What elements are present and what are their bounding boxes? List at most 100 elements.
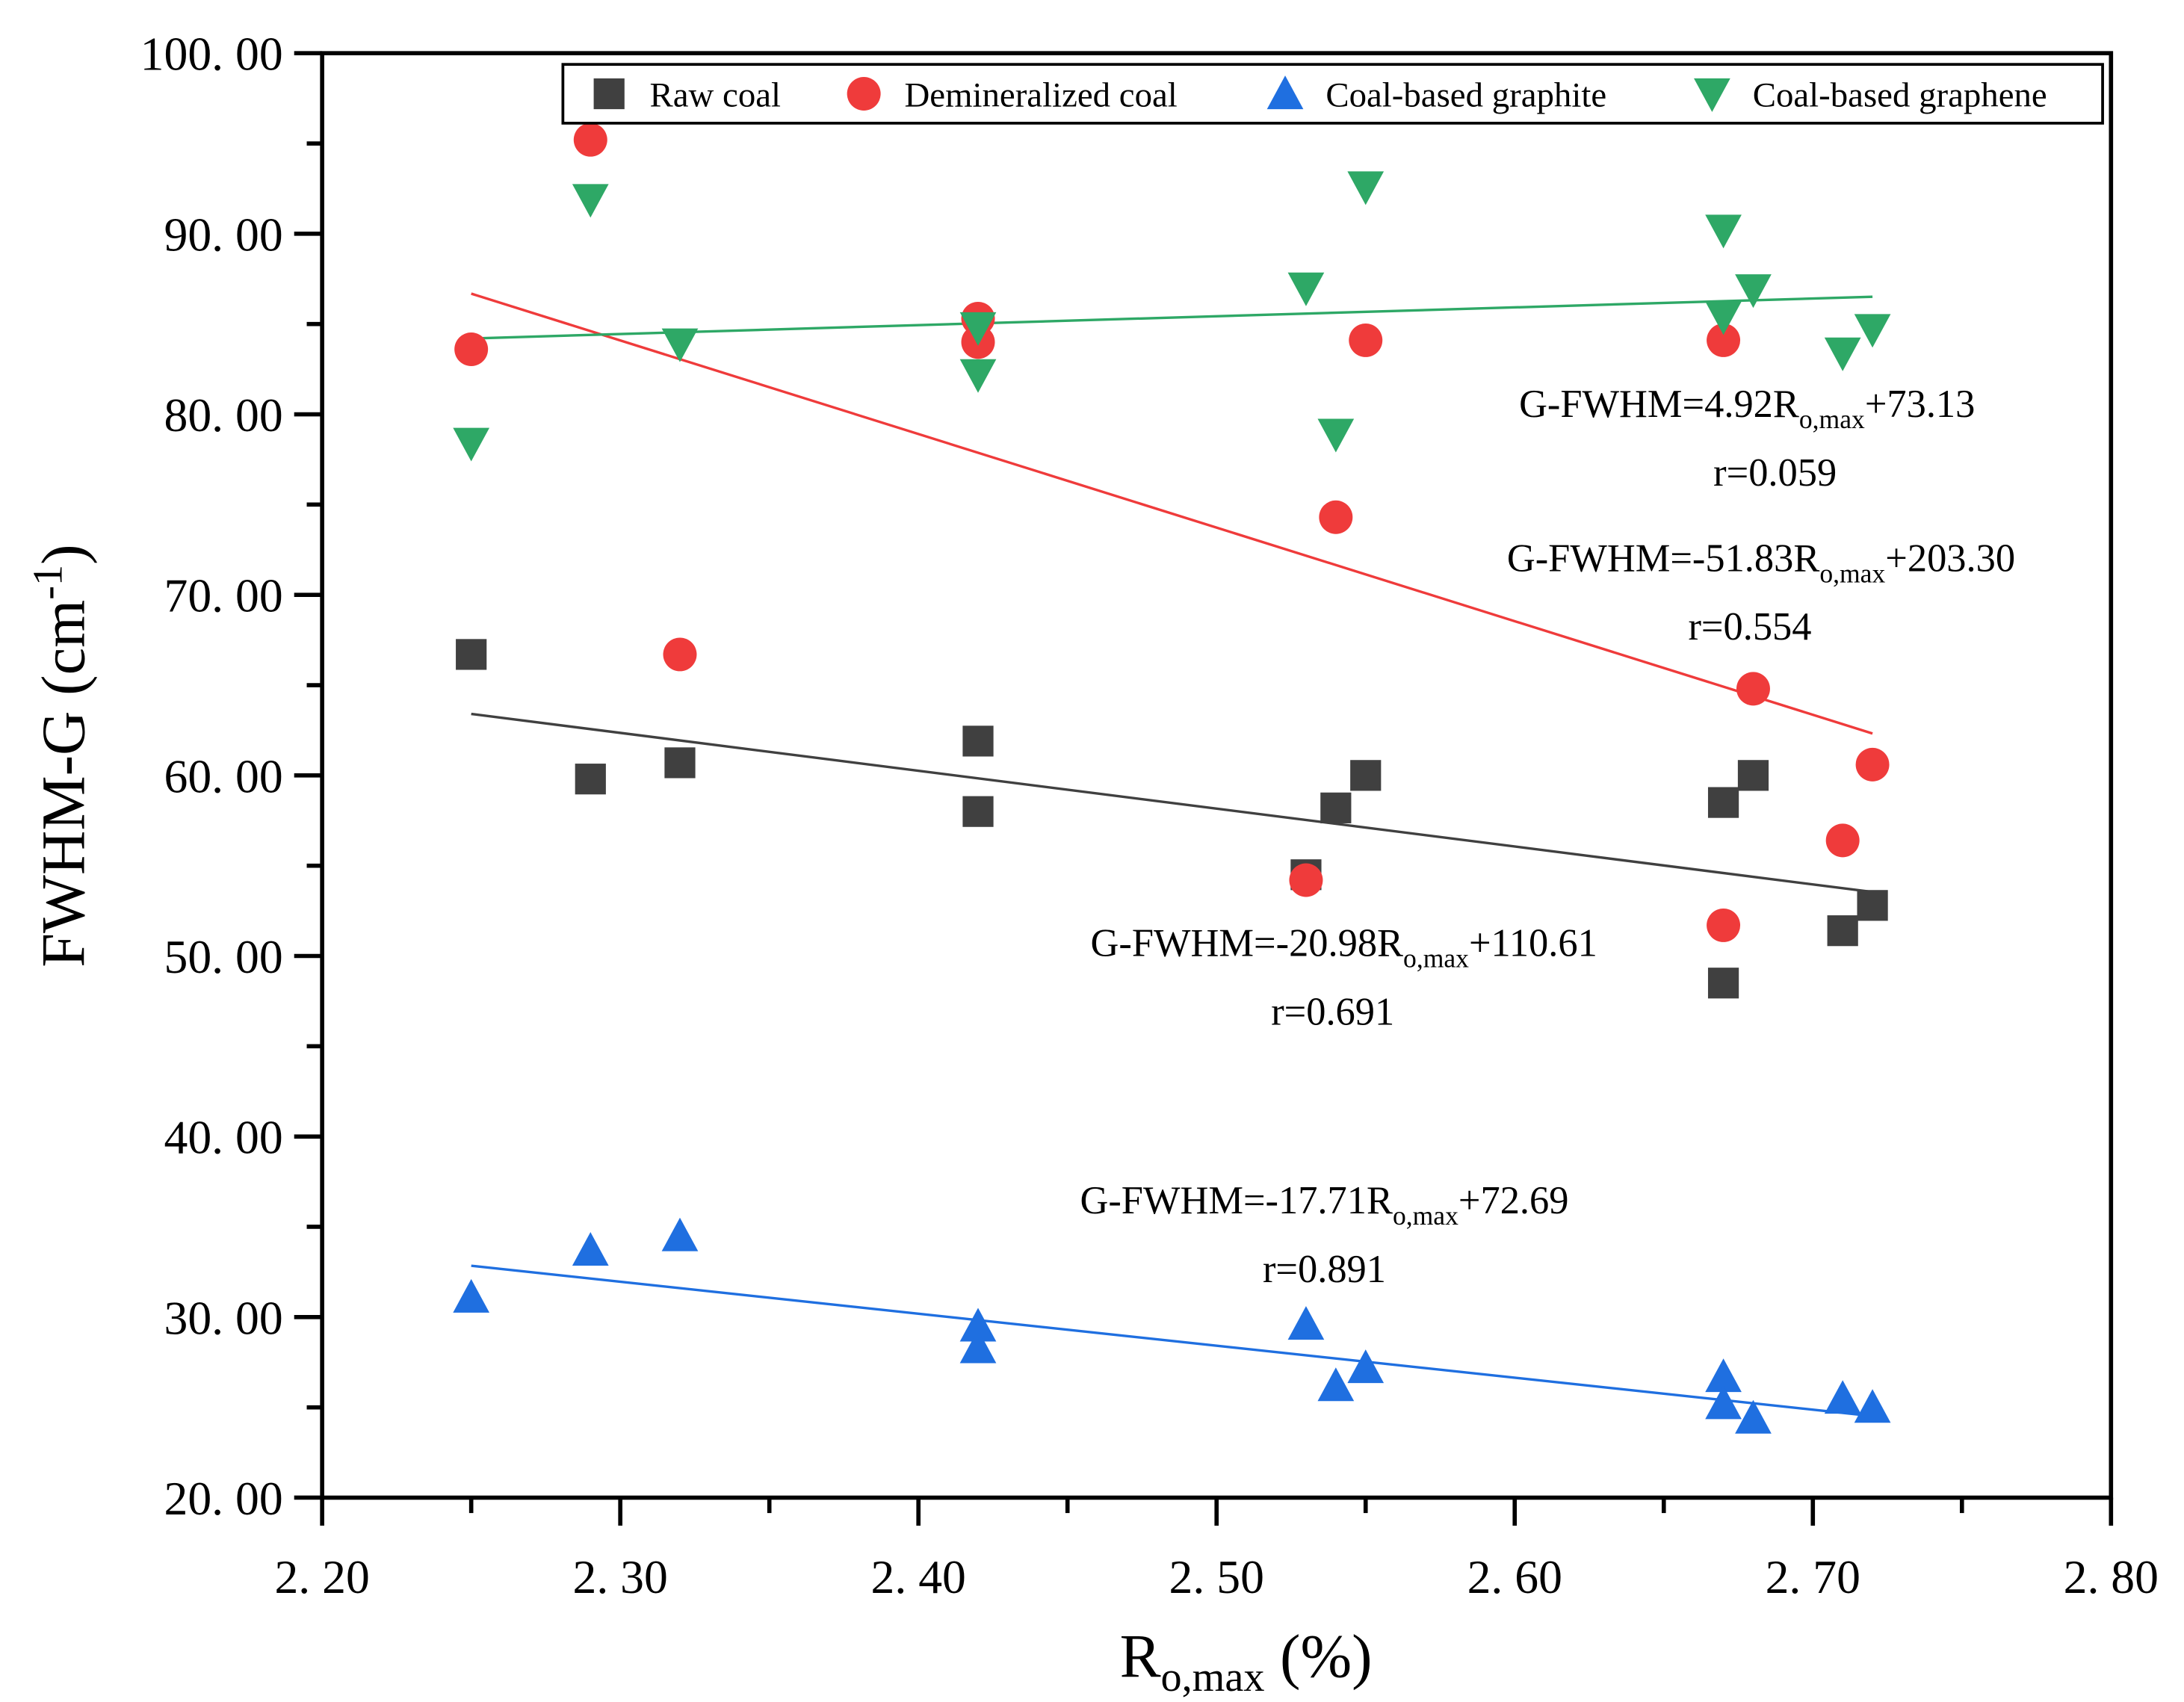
fit-equation: G-FWHM=4.92Ro,max+73.13	[1519, 383, 1975, 434]
equation-text: +110.61	[1469, 922, 1597, 965]
data-point	[962, 725, 994, 757]
data-point	[1705, 214, 1742, 249]
data-point	[1707, 323, 1741, 357]
data-point	[1825, 823, 1860, 858]
fit-equation: G-FWHM=-20.98Ro,max+110.61	[1091, 922, 1597, 974]
data-point	[1855, 747, 1890, 782]
x-tick-label: 2. 80	[2064, 1550, 2159, 1603]
y-tick-label: 80. 00	[164, 389, 282, 442]
legend-marker	[593, 78, 625, 110]
data-point	[663, 637, 697, 672]
x-tick-label: 2. 50	[1169, 1550, 1264, 1603]
equation-subscript: o,max	[1403, 943, 1469, 973]
data-point	[959, 1329, 997, 1364]
data-point	[1735, 1399, 1772, 1434]
fit-lines	[471, 292, 1873, 1417]
data-point	[1857, 890, 1888, 921]
data-point	[959, 312, 997, 346]
equation-text: +72.69	[1458, 1179, 1569, 1222]
equation-text: +73.13	[1865, 383, 1976, 426]
x-tick-label: 2. 20	[274, 1550, 369, 1603]
y-tick-label: 50. 00	[164, 930, 282, 983]
data-point	[1319, 500, 1353, 534]
data-point	[1854, 314, 1891, 348]
data-point	[1827, 915, 1858, 947]
data-point	[1317, 418, 1355, 453]
y-tick-label: 20. 00	[164, 1472, 282, 1525]
data-point	[453, 1278, 490, 1313]
legend-label: Coal-based graphite	[1325, 75, 1606, 114]
data-point	[1349, 323, 1383, 357]
equation-text: G-FWHM=-51.83R	[1507, 536, 1820, 580]
x-tick-label: 2. 60	[1467, 1550, 1562, 1603]
y-tick-label: 70. 00	[164, 569, 282, 622]
equation-text: G-FWHM=4.92R	[1519, 383, 1799, 426]
axes: 20. 00 30. 00 40. 00 50. 00 60. 00 70. 00 80. …	[140, 28, 2159, 1603]
fit-line-3	[471, 295, 1873, 340]
equation-subscript: o,max	[1393, 1201, 1458, 1231]
legend-box	[561, 63, 2104, 125]
correlation-text: r=0.891	[1263, 1248, 1386, 1291]
data-point	[1735, 274, 1772, 309]
data-point	[1705, 301, 1742, 335]
data-point	[959, 359, 997, 393]
y-tick-label: 40. 00	[164, 1111, 282, 1164]
data-points	[453, 123, 1891, 1434]
data-point	[1287, 1306, 1325, 1340]
data-point	[1705, 1385, 1742, 1420]
fit-equation: G-FWHM=-51.83Ro,max+203.30	[1507, 536, 2015, 588]
legend: Raw coal Demineralized coal Coal-based gra…	[561, 63, 2104, 125]
fit-line-1	[471, 292, 1873, 735]
legend-marker	[847, 77, 881, 111]
equation-subscript: o,max	[1819, 558, 1885, 588]
data-point	[664, 747, 696, 779]
data-point	[453, 427, 490, 462]
fit-line-2	[471, 1264, 1873, 1417]
data-point	[1347, 1349, 1385, 1384]
data-point	[1737, 760, 1769, 791]
data-point	[962, 796, 994, 827]
correlation-text: r=0.554	[1688, 605, 1811, 649]
data-point	[1824, 1380, 1861, 1414]
data-point	[1824, 337, 1861, 371]
data-point	[1854, 1389, 1891, 1423]
equation-text: +203.30	[1885, 536, 2015, 580]
y-tick-label: 30. 00	[164, 1291, 282, 1344]
legend-label: Coal-based graphene	[1753, 75, 2047, 114]
equation-text: G-FWHM=-20.98R	[1091, 922, 1404, 965]
equation-text: G-FWHM=-17.71R	[1080, 1179, 1393, 1222]
equation-subscript: o,max	[1799, 404, 1865, 434]
legend-marker	[1266, 75, 1304, 110]
data-point	[1707, 908, 1741, 942]
x-tick-label: 2. 40	[871, 1550, 966, 1603]
data-point	[661, 1217, 699, 1251]
legend-label: Demineralized coal	[904, 75, 1177, 114]
data-point	[572, 1232, 609, 1266]
data-point	[573, 123, 607, 157]
data-point	[1705, 1358, 1742, 1393]
x-tick-label: 2. 70	[1766, 1550, 1860, 1603]
data-point	[456, 639, 487, 670]
data-point	[454, 332, 489, 366]
data-point	[1707, 787, 1739, 818]
data-point	[1707, 968, 1739, 999]
data-point	[572, 184, 609, 218]
y-tick-label: 60. 00	[164, 749, 282, 802]
y-tick-label: 90. 00	[164, 208, 282, 261]
data-point	[1317, 1367, 1355, 1402]
y-axis-label: FWHM-G (cm-1)	[25, 544, 98, 967]
correlation-text: r=0.059	[1713, 451, 1837, 495]
x-axis-label: Ro,max (%)	[1120, 1622, 1373, 1701]
data-point	[1320, 792, 1352, 823]
data-point	[575, 764, 606, 795]
data-point	[661, 328, 699, 362]
legend-marker	[1694, 78, 1730, 112]
y-tick-label: 100. 00	[140, 28, 283, 81]
correlation-text: r=0.691	[1271, 990, 1394, 1033]
x-tick-label: 2. 30	[572, 1550, 667, 1603]
legend-label: Raw coal	[650, 75, 782, 114]
data-point	[1736, 672, 1770, 706]
data-point	[1289, 863, 1323, 897]
fit-line-0	[471, 712, 1873, 894]
